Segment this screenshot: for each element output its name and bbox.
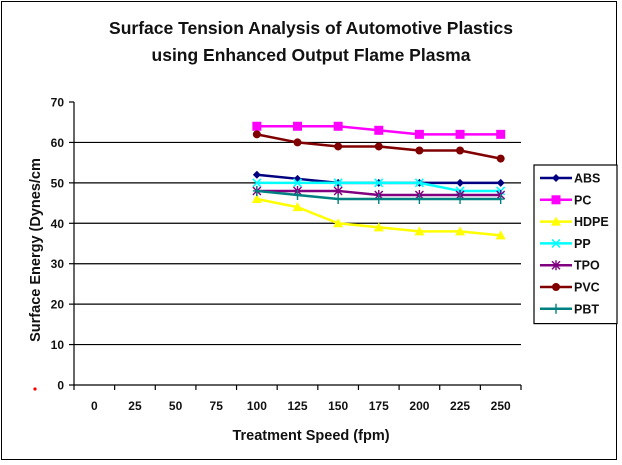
y-tick-label: 0 <box>57 379 64 393</box>
data-point-pc <box>333 121 343 131</box>
y-tick-label: 10 <box>51 338 65 352</box>
legend-item-tpo: TPO <box>540 259 600 273</box>
series-pvc <box>252 130 505 163</box>
x-tick-labels: 0 25 50 75 100 125 150 175 200 225 250 <box>91 399 511 413</box>
y-tick-labels: 0 10 20 30 40 50 60 70 <box>51 96 65 393</box>
legend-item-pvc: PVC <box>540 281 600 295</box>
legend-marker-abs <box>552 174 560 182</box>
data-point-pvc <box>374 142 383 151</box>
legend-label-pc: PC <box>574 193 591 207</box>
data-point-hdpe <box>292 202 303 212</box>
data-point-pc <box>414 129 424 139</box>
data-point-pp <box>374 178 384 188</box>
data-point-pbt <box>496 194 505 205</box>
x-tick-label: 125 <box>287 399 307 413</box>
y-tick-label: 40 <box>51 217 65 231</box>
stray-red-dot <box>33 387 37 391</box>
legend-marker-hdpe <box>551 216 561 226</box>
data-point-abs <box>252 170 261 179</box>
chart-title-line-1: Surface Tension Analysis of Automotive P… <box>109 18 513 38</box>
y-tick-label: 20 <box>51 298 65 312</box>
legend-item-abs: ABS <box>540 172 600 186</box>
x-tick-label: 200 <box>409 399 429 413</box>
y-tick-label: 70 <box>51 96 65 110</box>
legend-marker-pc <box>551 195 561 205</box>
legend-label-pbt: PBT <box>574 302 599 316</box>
x-tick-label: 150 <box>328 399 348 413</box>
data-point-abs <box>496 178 505 187</box>
data-point-abs <box>456 178 465 187</box>
chart-frame <box>1 1 617 460</box>
data-point-pbt <box>293 189 302 200</box>
legend-item-pbt: PBT <box>540 302 599 316</box>
x-axis-title: Treatment Speed (fpm) <box>232 428 389 444</box>
legend-label-hdpe: HDPE <box>574 215 609 229</box>
data-point-pbt <box>415 194 424 205</box>
legend-marker-pbt <box>552 303 560 314</box>
x-tick-label: 75 <box>210 399 224 413</box>
series-pbt <box>252 185 505 205</box>
data-point-hdpe <box>455 226 466 236</box>
data-point-hdpe <box>333 218 344 228</box>
data-point-hdpe <box>373 222 384 232</box>
data-point-pvc <box>293 138 302 147</box>
series-hdpe <box>251 194 506 240</box>
data-point-pvc <box>334 142 343 151</box>
legend-label-pvc: PVC <box>574 281 600 295</box>
legend-item-pp: PP <box>540 237 591 251</box>
data-point-pvc <box>252 130 261 139</box>
legend: ABS PC HDPE PP TPO PVC PBT <box>533 164 618 325</box>
legend-item-pc: PC <box>540 193 591 207</box>
data-point-pc <box>293 121 302 131</box>
x-tick-label: 50 <box>169 399 183 413</box>
data-point-pp <box>414 178 424 188</box>
gridlines <box>74 141 521 346</box>
series-group <box>251 121 506 240</box>
y-tick-label: 60 <box>51 136 65 150</box>
data-point-pp <box>333 178 343 188</box>
axes <box>69 101 522 390</box>
data-point-pbt <box>252 185 261 196</box>
x-tick-label: 250 <box>491 399 511 413</box>
data-point-hdpe <box>495 230 506 240</box>
legend-marker-pp <box>551 238 561 248</box>
data-point-pc <box>252 121 262 131</box>
data-point-pvc <box>456 146 465 155</box>
series-abs <box>252 170 505 187</box>
y-axis-title: Surface Energy (Dynes/cm <box>28 158 44 342</box>
data-point-pc <box>455 129 465 139</box>
data-point-pbt <box>456 194 465 205</box>
data-point-pvc <box>415 146 424 155</box>
x-tick-label: 175 <box>369 399 389 413</box>
data-point-pbt <box>334 194 343 205</box>
x-tick-label: 225 <box>450 399 470 413</box>
x-tick-label: 0 <box>91 399 98 413</box>
x-tick-label: 25 <box>128 399 142 413</box>
data-point-pp <box>252 178 262 188</box>
series-pc <box>252 121 506 139</box>
data-point-pp <box>292 178 303 188</box>
legend-marker-pvc <box>552 283 560 291</box>
data-point-pbt <box>374 194 383 205</box>
y-tick-label: 50 <box>51 176 65 190</box>
data-point-pc <box>374 125 384 135</box>
data-point-pvc <box>496 154 505 163</box>
legend-item-hdpe: HDPE <box>540 215 609 229</box>
data-point-hdpe <box>414 226 425 236</box>
legend-label-tpo: TPO <box>574 259 600 273</box>
legend-label-pp: PP <box>574 237 591 251</box>
y-tick-label: 30 <box>51 257 65 271</box>
legend-marker-tpo <box>551 260 561 271</box>
chart-title-line-2: using Enhanced Output Flame Plasma <box>152 45 471 65</box>
x-tick-label: 100 <box>247 399 267 413</box>
data-point-pc <box>496 129 506 139</box>
data-point-hdpe <box>251 194 262 204</box>
legend-label-abs: ABS <box>574 172 600 186</box>
